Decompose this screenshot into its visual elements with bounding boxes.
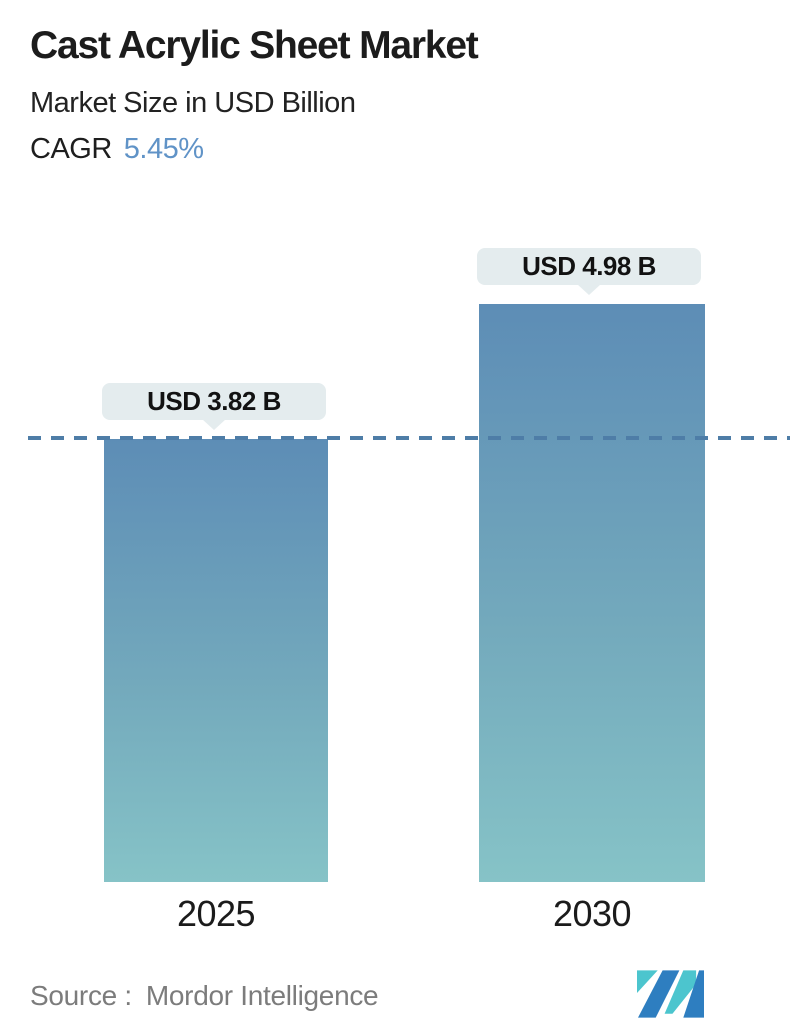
bar-2025: [104, 439, 328, 882]
logo-teal-right-parallelogram: [664, 970, 697, 1014]
value-label-2030: USD 4.98 B: [522, 251, 656, 281]
value-label-bubble-2030: USD 4.98 B: [477, 248, 701, 285]
source-value: Mordor Intelligence: [145, 980, 379, 1011]
logo-teal-triangle: [637, 970, 658, 994]
logo-blue-right-bar: [683, 970, 704, 1018]
source-text: Source : Mordor Intelligence: [30, 980, 379, 1012]
source-label: Source :: [30, 980, 132, 1011]
cagr-label: CAGR: [30, 132, 112, 165]
mordor-intelligence-logo: [637, 970, 704, 1018]
page-title: Cast Acrylic Sheet Market: [30, 24, 479, 67]
chart-header: Cast Acrylic Sheet Market Market Size in…: [30, 24, 479, 166]
reference-dashed-line: [28, 436, 790, 440]
x-axis-label-2030: 2030: [552, 893, 632, 934]
cagr-row: CAGR 5.45%: [30, 133, 478, 166]
x-axis-label-2025: 2025: [176, 893, 256, 934]
value-label-2025: USD 3.82 B: [147, 386, 281, 416]
chart-subtitle: Market Size in USD Billion: [30, 86, 356, 119]
bar-2030: [479, 304, 705, 882]
value-label-bubble-2025: USD 3.82 B: [102, 383, 326, 420]
logo-blue-left-diagonal: [637, 970, 680, 1018]
cagr-value: 5.45%: [123, 132, 204, 165]
